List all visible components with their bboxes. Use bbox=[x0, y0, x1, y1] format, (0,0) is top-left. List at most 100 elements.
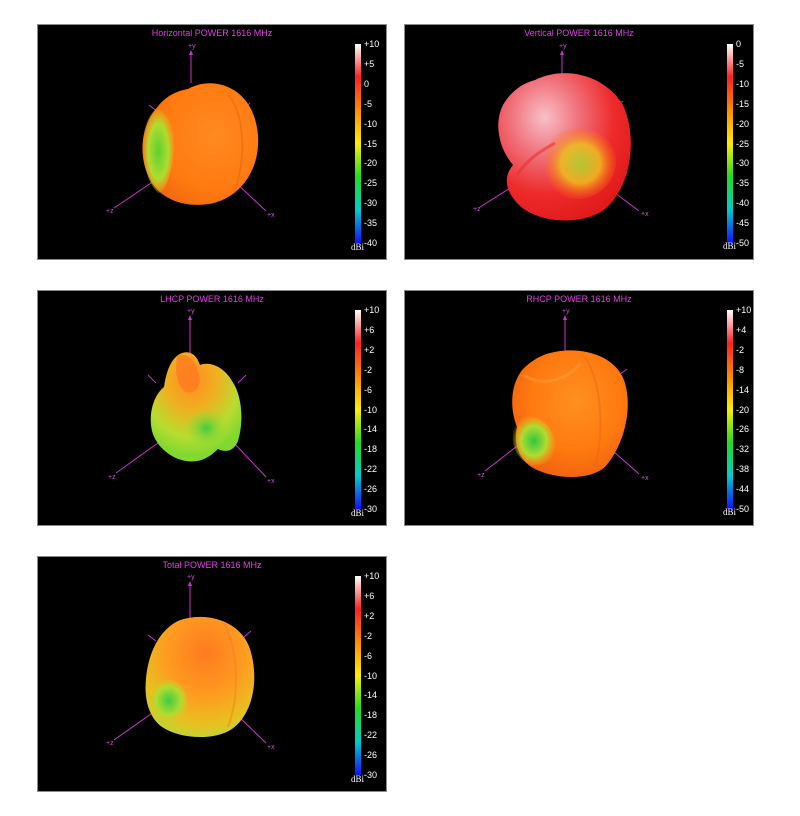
x-axis-label: +x bbox=[641, 211, 649, 218]
colorbar-tick-label: -14 bbox=[364, 690, 378, 701]
pattern-shading bbox=[512, 416, 556, 466]
colorbar-tick-label: -2 bbox=[364, 630, 373, 641]
z-axis-label: +z bbox=[477, 472, 485, 479]
pattern-surface bbox=[145, 616, 255, 738]
colorbar-tick-label: +10 bbox=[736, 305, 752, 315]
colorbar-tick-label: -20 bbox=[736, 404, 750, 415]
y-axis-label: +y bbox=[187, 308, 195, 315]
colorbar-tick-label: -50 bbox=[736, 504, 750, 514]
colorbar-tick-label: -14 bbox=[364, 424, 378, 435]
colorbar-tick-label: +10 bbox=[364, 305, 380, 315]
vertical-power-panel: Vertical POWER 1616 MHz +y bbox=[404, 24, 754, 260]
horizontal-power-panel: Horizontal POWER 1616 MHz +y bbox=[37, 24, 387, 260]
colorbar-tick-label: -20 bbox=[736, 118, 750, 129]
colorbar-tick-label: -14 bbox=[736, 384, 750, 395]
colorbar-tick-label: -32 bbox=[736, 444, 750, 455]
colorbar-tick-label: -40 bbox=[364, 238, 378, 248]
colorbar-tick-label: -8 bbox=[736, 364, 745, 375]
z-axis-label: +z bbox=[108, 474, 116, 481]
x-axis-label: +x bbox=[267, 478, 275, 485]
colorbar-tick-label: -22 bbox=[364, 730, 378, 741]
rhcp-power-panel: RHCP POWER 1616 MHz +y +z + bbox=[404, 290, 754, 526]
colorbar-tick-label: -30 bbox=[364, 770, 378, 780]
x-axis-label: +x bbox=[267, 744, 275, 751]
pattern-surface bbox=[142, 83, 259, 205]
colorbar-tick-label: -18 bbox=[364, 710, 378, 721]
radiation-pattern-plot: +y +z +x bbox=[477, 308, 649, 482]
pattern-shading bbox=[545, 128, 617, 200]
colorbar-tick-label: -10 bbox=[364, 404, 378, 415]
y-axis-label: +y bbox=[188, 43, 196, 50]
colorbar-tick-label: -38 bbox=[736, 464, 750, 475]
colorbar-tick-label: +5 bbox=[364, 58, 375, 69]
colorbar-tick-label: -25 bbox=[364, 178, 378, 189]
colorbar-tick-label: -26 bbox=[736, 424, 750, 435]
pattern-shading bbox=[149, 679, 188, 723]
radiation-pattern-plot: +y +z +x bbox=[473, 43, 649, 221]
colorbar-tick-label: +6 bbox=[364, 324, 375, 335]
colorbar-tick-label: -18 bbox=[364, 444, 378, 455]
colorbar-tick-label: -35 bbox=[364, 218, 378, 229]
pattern-shading bbox=[142, 109, 175, 194]
unit-label: dBi bbox=[351, 774, 365, 784]
z-axis-label: +z bbox=[473, 206, 481, 213]
colorbar-tick-label: -2 bbox=[736, 344, 745, 355]
colorbar bbox=[355, 576, 361, 775]
colorbar-tick-label: -30 bbox=[364, 504, 378, 514]
radiation-pattern-plot: +y +z +x bbox=[108, 308, 275, 485]
colorbar-tick-label: +10 bbox=[364, 571, 380, 581]
panel-title: Total POWER 1616 MHz bbox=[162, 560, 262, 570]
colorbar-tick-label: -26 bbox=[364, 750, 378, 761]
colorbar bbox=[355, 310, 361, 509]
x-axis-label: +x bbox=[267, 212, 275, 219]
z-axis-label: +z bbox=[106, 740, 114, 747]
colorbar-tick-label: +10 bbox=[364, 39, 380, 49]
colorbar-tick-label: -15 bbox=[736, 98, 750, 109]
radiation-pattern-plot: +y +z +x bbox=[106, 43, 275, 219]
colorbar-tick-label: -45 bbox=[736, 218, 750, 229]
y-axis-label: +y bbox=[559, 43, 567, 50]
colorbar-tick-label: -44 bbox=[736, 484, 750, 495]
colorbar-tick-label: -6 bbox=[364, 384, 373, 395]
colorbar-tick-label: 0 bbox=[736, 39, 742, 49]
axes bbox=[115, 315, 267, 478]
colorbar bbox=[727, 310, 733, 509]
colorbar-tick-label: -15 bbox=[364, 138, 378, 149]
y-axis-label: +y bbox=[562, 308, 570, 315]
colorbar-tick-label: 0 bbox=[364, 78, 370, 89]
z-axis-label: +z bbox=[106, 208, 114, 215]
colorbar-tick-label: -10 bbox=[736, 78, 750, 89]
pattern-shading bbox=[184, 407, 229, 449]
unit-label: dBi bbox=[723, 507, 737, 517]
colorbar-tick-label: -26 bbox=[364, 484, 378, 495]
colorbar-tick-label: -22 bbox=[364, 464, 378, 475]
colorbar-tick-label: -40 bbox=[736, 198, 750, 209]
colorbar-tick-label: -5 bbox=[364, 98, 373, 109]
colorbar-tick-label: +2 bbox=[364, 610, 375, 621]
radiation-pattern-plot: +y +z +x bbox=[106, 574, 275, 751]
y-axis-label: +y bbox=[187, 574, 195, 581]
colorbar-tick-label: +2 bbox=[364, 344, 375, 355]
colorbar-tick-label: -20 bbox=[364, 158, 378, 169]
colorbar-tick-label: -50 bbox=[736, 238, 750, 248]
axes bbox=[484, 315, 640, 475]
panel-title: RHCP POWER 1616 MHz bbox=[526, 294, 632, 304]
colorbar-tick-label: -6 bbox=[364, 650, 373, 661]
colorbar-tick-label: +4 bbox=[736, 324, 747, 335]
colorbar-tick-label: -10 bbox=[364, 118, 378, 129]
colorbar-tick-label: -25 bbox=[736, 138, 750, 149]
panel-title: LHCP POWER 1616 MHz bbox=[160, 294, 264, 304]
colorbar-tick-label: -2 bbox=[364, 364, 373, 375]
lhcp-power-panel: LHCP POWER 1616 MHz +y +z bbox=[37, 290, 387, 526]
unit-label: dBi bbox=[351, 242, 365, 252]
panel-title: Horizontal POWER 1616 MHz bbox=[151, 28, 273, 38]
x-axis-label: +x bbox=[641, 475, 649, 482]
unit-label: dBi bbox=[351, 508, 365, 518]
colorbar bbox=[355, 44, 361, 243]
total-power-panel: Total POWER 1616 MHz +y bbox=[37, 556, 387, 792]
colorbar-tick-label: -30 bbox=[736, 158, 750, 169]
colorbar bbox=[727, 44, 733, 243]
colorbar-tick-label: -10 bbox=[364, 670, 378, 681]
unit-label: dBi bbox=[723, 241, 737, 251]
colorbar-tick-label: -30 bbox=[364, 198, 378, 209]
